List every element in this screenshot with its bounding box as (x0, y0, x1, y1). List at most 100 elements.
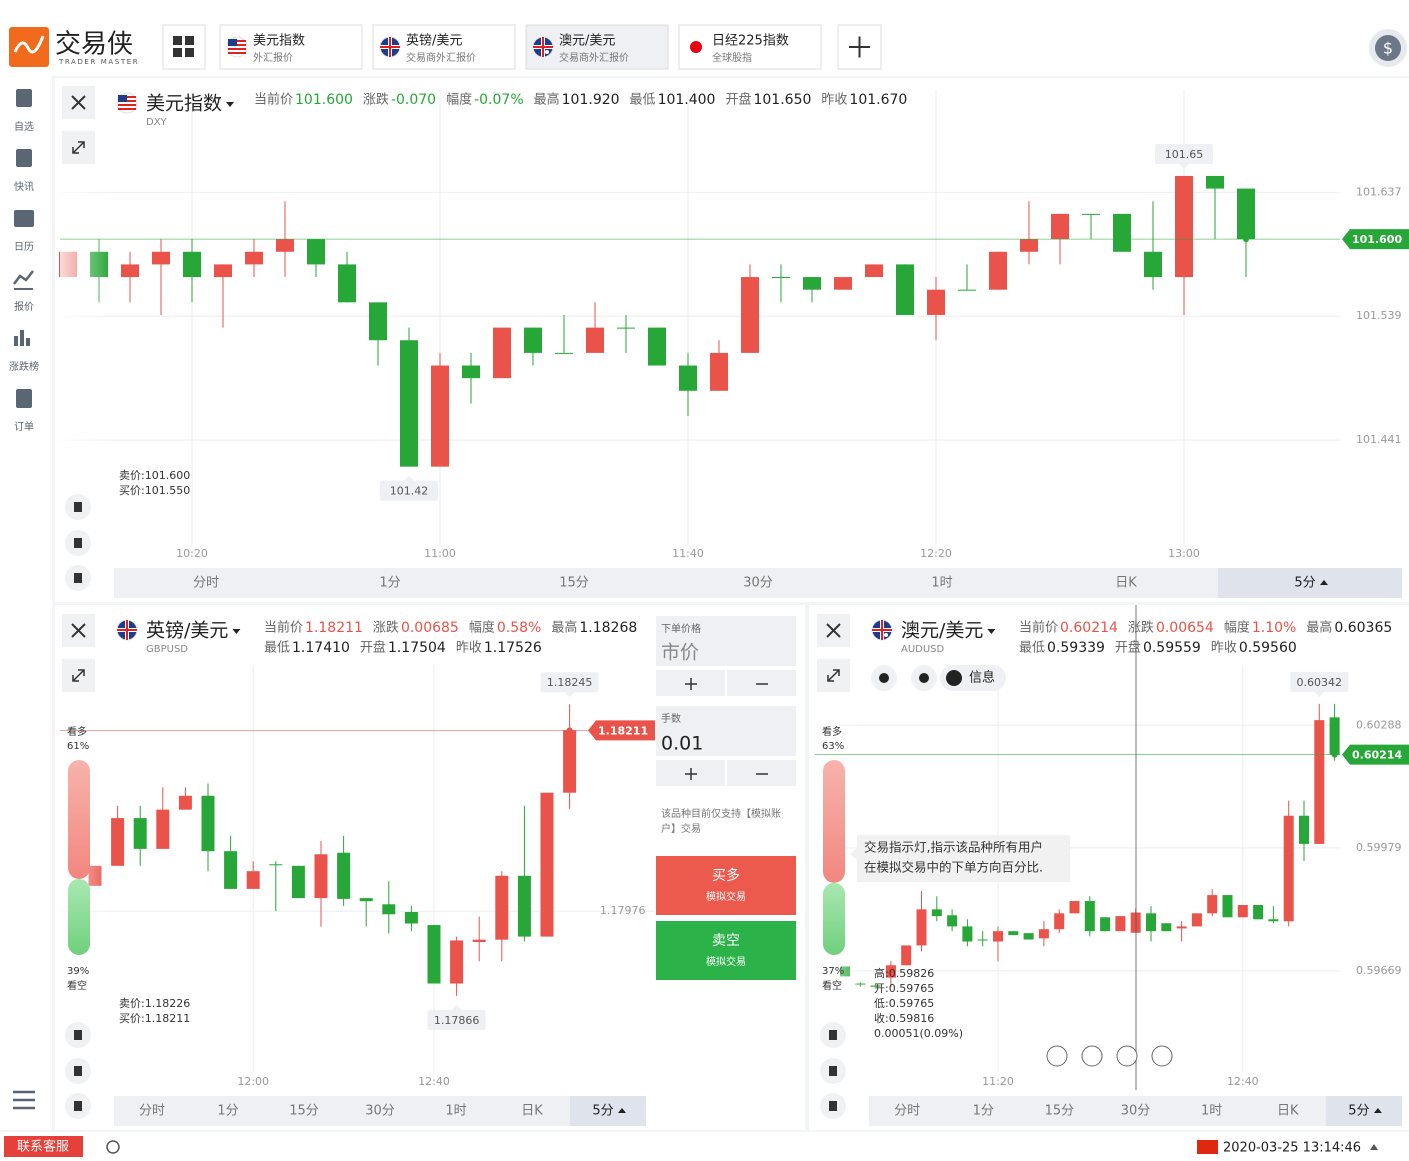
ohlc-readout: 收:0.59816 (874, 1011, 934, 1025)
period-tab[interactable]: 日K (1277, 1104, 1299, 1119)
bull-label: 61% (67, 741, 89, 752)
candle-body (472, 939, 486, 942)
title-caret[interactable] (226, 102, 235, 107)
candle-body (462, 365, 480, 379)
period-tab[interactable]: 1时 (931, 576, 952, 591)
period-tab[interactable]: 5分 (1294, 576, 1315, 591)
period-tab[interactable]: 分时 (193, 576, 219, 591)
stat-label: 昨收 (821, 93, 847, 108)
buy-button[interactable] (656, 856, 796, 915)
candle-body (1176, 926, 1187, 929)
info-label: 信息 (969, 670, 995, 686)
buy-label: 买多 (712, 867, 740, 884)
stat-value: 101.600 (295, 92, 353, 108)
y-tick-label: 0.59979 (1356, 841, 1402, 854)
title-caret[interactable] (232, 629, 241, 634)
logo-wave (13, 35, 45, 54)
minus-button[interactable] (727, 670, 796, 696)
edge-fade (60, 90, 110, 545)
period-tab[interactable]: 1时 (445, 1104, 466, 1119)
stat-value: 0.58% (497, 620, 541, 636)
period-tab[interactable]: 30分 (743, 576, 773, 591)
stat-value: 0.60365 (1334, 620, 1392, 636)
stat-value: 1.17526 (484, 640, 542, 656)
candle-body (1008, 931, 1019, 936)
extreme-bubble (1290, 671, 1349, 692)
candle-body (269, 864, 283, 866)
period-tab[interactable]: 15分 (289, 1104, 319, 1119)
price-tag (1342, 229, 1409, 250)
candle-body (1020, 239, 1038, 252)
period-bar (114, 1096, 646, 1126)
period-tab[interactable]: 1分 (973, 1104, 994, 1119)
candle-body (1084, 901, 1095, 932)
stat-value: 0.59560 (1239, 640, 1297, 656)
candle-body (916, 909, 927, 946)
stat-label: 最高 (551, 620, 577, 636)
candle-body (710, 352, 728, 391)
candle-body (1237, 188, 1255, 240)
stat-label: 涨跌 (373, 620, 399, 636)
candle-body (1069, 901, 1080, 914)
stat-label: 幅度 (469, 620, 495, 636)
candle-body (962, 926, 973, 942)
candle-body (540, 792, 554, 937)
stat-value: 101.650 (753, 92, 811, 108)
flag-stripe (228, 48, 246, 50)
period-tab[interactable]: 日K (521, 1104, 543, 1119)
layout-button[interactable] (162, 24, 206, 70)
sell-button[interactable] (656, 921, 796, 980)
candle-body (314, 854, 328, 899)
candle-body (679, 365, 697, 391)
stat-value: -0.07% (474, 92, 524, 108)
x-tick-label: 10:20 (176, 547, 208, 560)
period-tab[interactable]: 1分 (379, 576, 400, 591)
candle-body (404, 911, 418, 924)
minus-button[interactable] (727, 760, 796, 786)
flag-stripe (228, 52, 246, 54)
flag-cross (533, 37, 553, 57)
playback-button[interactable] (1081, 1045, 1103, 1067)
candle-body (450, 940, 464, 984)
candle-body (183, 251, 201, 278)
stat-label: 当前价 (1019, 620, 1058, 636)
service-button[interactable] (4, 1136, 83, 1157)
period-tab[interactable]: 5分 (1348, 1104, 1369, 1119)
ask-price: 卖价:1.18226 (119, 997, 190, 1010)
playback-button[interactable] (1151, 1045, 1173, 1067)
period-tab[interactable]: 15分 (1045, 1104, 1075, 1119)
playback-button[interactable] (1116, 1045, 1138, 1067)
period-tab[interactable]: 5分 (592, 1104, 613, 1119)
candle-body (885, 965, 896, 978)
candle-body (1206, 175, 1224, 189)
sidebar-label: 订单 (14, 421, 34, 433)
candle-body (427, 925, 441, 984)
playback-button[interactable] (1046, 1045, 1068, 1067)
sidebar-label: 涨跌榜 (9, 360, 39, 373)
stat-value: 1.17410 (292, 640, 350, 656)
candle-body (111, 818, 125, 866)
last-price-dot (566, 727, 573, 734)
period-tab[interactable]: 日K (1115, 576, 1137, 591)
period-active (1325, 1096, 1402, 1126)
stat-value: 1.10% (1252, 620, 1296, 636)
flag-cross (872, 620, 892, 640)
stat-value: 101.670 (849, 92, 907, 108)
period-tab[interactable]: 1分 (217, 1104, 238, 1119)
lots-value: 0.01 (661, 733, 703, 755)
period-tab[interactable]: 分时 (139, 1104, 165, 1119)
candle-body (1115, 916, 1126, 932)
period-tab[interactable]: 30分 (365, 1104, 395, 1119)
period-tab[interactable]: 1时 (1201, 1104, 1222, 1119)
period-tab[interactable]: 15分 (559, 576, 589, 591)
candle-body (524, 327, 542, 353)
close-icon (71, 95, 86, 110)
period-tab[interactable]: 分时 (894, 1104, 920, 1119)
expand-icon (827, 669, 840, 682)
bear-label: 37% (822, 966, 844, 977)
stat-label: 幅度 (1224, 620, 1250, 636)
period-tab[interactable]: 30分 (1121, 1104, 1151, 1119)
sidebar-label: 报价 (14, 300, 34, 313)
title-caret[interactable] (987, 629, 996, 634)
tab[interactable] (678, 24, 822, 70)
